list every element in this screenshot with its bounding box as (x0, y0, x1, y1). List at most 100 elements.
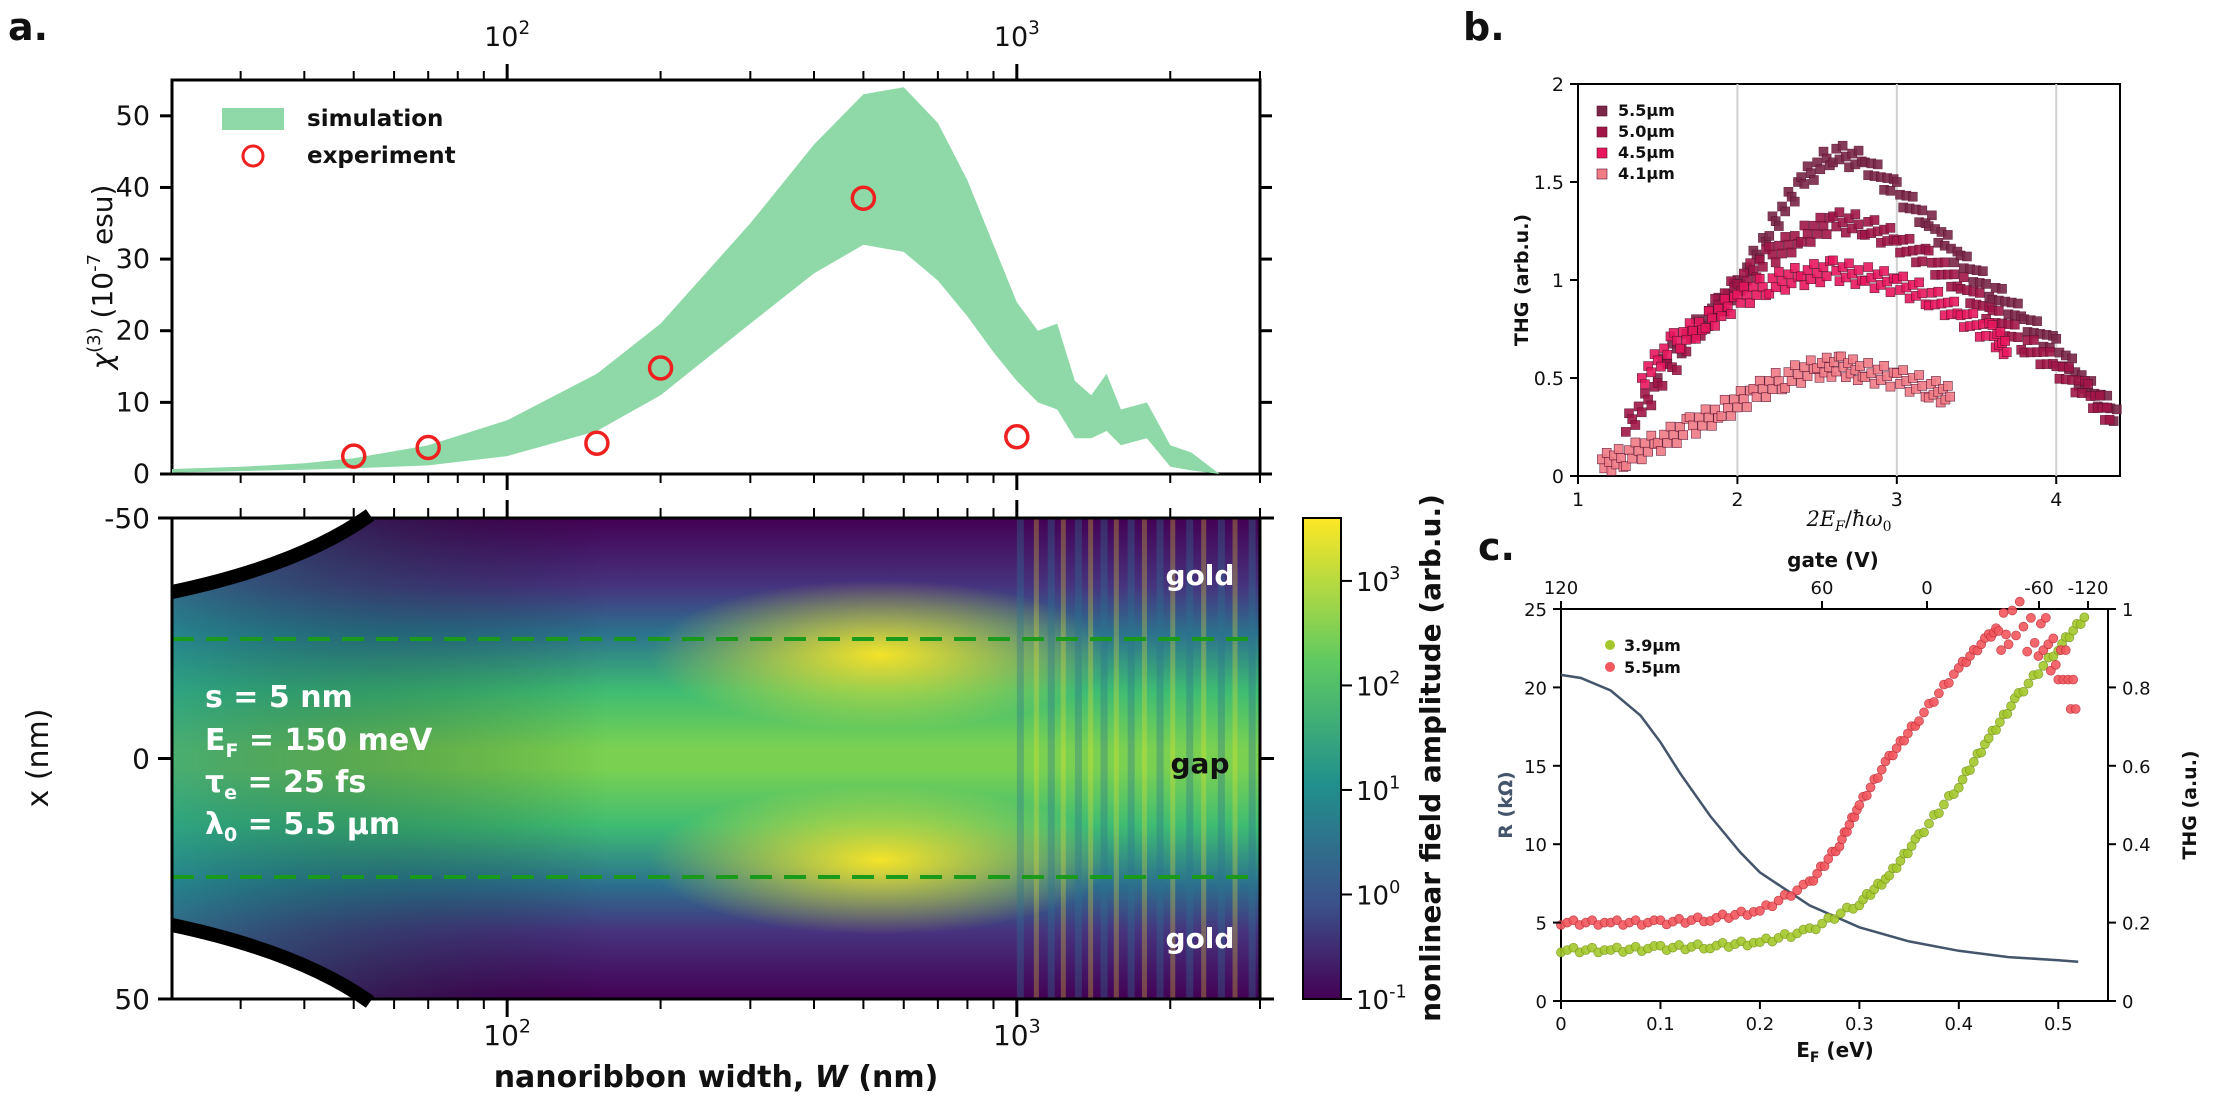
heatmap-fringe (1201, 518, 1207, 999)
panel-b-chart: 1 2 3 4 0 0.5 1 1.5 2 5.5µm 5.0µm 4.5µm 4.1µm THG (… (1511, 74, 2122, 535)
heatmap-fringe (1156, 518, 1164, 999)
data-point (1805, 274, 1816, 285)
panel-a-bottom-axes: -50 0 50 102 103 (104, 500, 1274, 1052)
data-point (1687, 420, 1698, 431)
data-point (2051, 333, 2062, 344)
data-point (1697, 420, 1708, 431)
legend-label: 5.5µm (1624, 658, 1681, 677)
param-lambda-value: = 5.5 µm (237, 807, 400, 842)
data-point (1923, 245, 1934, 256)
data-point (1780, 206, 1791, 217)
gold-electrode-top-edge (170, 509, 375, 599)
heatmap-fringe (1170, 518, 1176, 999)
data-point (1957, 774, 1968, 785)
panel-label-a: a. (8, 5, 48, 49)
panel-c-points (1556, 596, 2090, 958)
data-point (2001, 629, 2011, 640)
data-point (1643, 446, 1653, 457)
x-top-tick-label-100: 102 (484, 18, 530, 53)
y-tick-label: 50 (114, 983, 150, 1016)
data-point (1745, 298, 1755, 308)
data-point (1646, 367, 1657, 378)
data-point (1761, 392, 1771, 403)
data-point (1892, 177, 1902, 187)
data-point (1735, 386, 1746, 396)
param-ef-main: E (205, 723, 226, 758)
data-point (1829, 914, 1840, 924)
data-point (1774, 266, 1784, 277)
data-point (1732, 289, 1743, 300)
data-point (1991, 725, 2001, 735)
data-point (1876, 764, 1887, 775)
data-point (1777, 248, 1787, 259)
data-point (1953, 782, 1964, 793)
heatmap-hot-spot-upper (650, 580, 1110, 730)
gold-electrode-bottom-edge (170, 918, 375, 1008)
data-point (2006, 701, 2016, 711)
legend-swatch (1596, 147, 1608, 159)
legend-experiment-label: experiment (307, 143, 456, 169)
data-point (1780, 382, 1791, 393)
data-point (2013, 298, 2023, 309)
data-point (1934, 808, 1944, 819)
data-point (1809, 175, 1819, 185)
y-tick-label: 10 (116, 387, 150, 418)
xlabel-var: W (815, 1060, 850, 1095)
panel-a-top-frame (170, 78, 1262, 476)
data-point (1933, 286, 1944, 297)
data-point (1751, 392, 1762, 402)
data-point (1748, 282, 1759, 292)
colorbar-tick-label: 10-1 (1356, 982, 1407, 1016)
data-point (1786, 278, 1797, 289)
data-point (1613, 444, 1624, 454)
legend-marker (1605, 640, 1615, 650)
data-point (1821, 229, 1832, 239)
top-tick-label: 120 (1544, 578, 1578, 599)
data-point (1994, 717, 2005, 728)
data-point (1754, 375, 1765, 386)
ylabel-unit: esu) (86, 185, 119, 254)
data-point (1904, 234, 1915, 244)
data-point (2032, 316, 2042, 326)
y-tick-label: 0 (1552, 466, 1564, 488)
data-point (1836, 351, 1846, 362)
heatmap-fringe (1060, 518, 1066, 999)
data-point (1799, 179, 1810, 189)
panel-c-chart: 0 0.1 0.2 0.3 0.4 0.5051015202500.20.40.60.81… (1495, 548, 2201, 1066)
legend-label: 4.1µm (1618, 164, 1675, 183)
heatmap-fringe (1232, 518, 1238, 999)
x-tick-label-100: 102 (483, 1015, 531, 1052)
data-point (1630, 420, 1641, 430)
panel-c-xlabel: EF (eV) (1796, 1038, 1874, 1066)
y-tick-label: 40 (116, 172, 150, 203)
heatmap-fringe (1074, 518, 1082, 999)
data-point (1818, 221, 1829, 231)
data-point (2112, 404, 2122, 415)
panel-b-legend: 5.5µm 5.0µm 4.5µm 4.1µm (1596, 101, 1675, 183)
data-point (1863, 262, 1873, 272)
data-point (1748, 383, 1759, 394)
experiment-points-group (340, 185, 1030, 469)
data-point (1662, 438, 1673, 448)
panel-a-bottom-ylabel: x (nm) (21, 709, 56, 808)
right-y-tick-label: 0 (2122, 992, 2133, 1013)
x-top-tick-label-1000: 103 (994, 18, 1040, 53)
data-point (2007, 605, 2018, 616)
data-point (1885, 186, 1896, 196)
data-point (1885, 223, 1896, 233)
y-tick-label: 15 (1524, 757, 1547, 778)
data-point (1927, 210, 1937, 221)
data-point (1872, 159, 1883, 170)
data-point (1802, 371, 1813, 381)
y-tick-label: 2 (1552, 74, 1564, 96)
x-tick-label: 0 (1555, 1014, 1566, 1035)
x-tick-label: 3 (1891, 489, 1903, 511)
data-point (1790, 360, 1800, 371)
data-point (1995, 327, 2006, 337)
panel-c-ylabel: R (kΩ) (1495, 771, 1517, 838)
legend-label: 4.5µm (1618, 143, 1675, 162)
data-point (1732, 402, 1743, 413)
data-point (1786, 376, 1797, 386)
legend-simulation-label: simulation (307, 106, 443, 132)
param-tau-sub: e (224, 782, 237, 804)
